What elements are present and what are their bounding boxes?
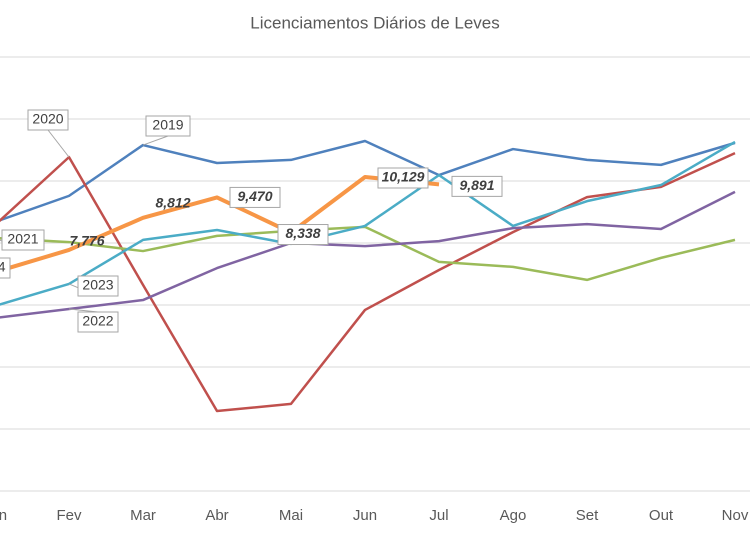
series-line	[0, 140, 736, 306]
x-tick-label: Jan	[0, 507, 7, 524]
series-line	[0, 225, 736, 282]
value-label-box	[229, 186, 281, 208]
chart-title: Licenciamentos Diários de Leves	[250, 13, 499, 32]
legend-label: 2020	[32, 111, 63, 127]
value-label: 9,891	[459, 177, 494, 193]
x-tick-label: Abr	[205, 507, 228, 524]
value-label-box	[377, 167, 429, 189]
x-tick-label: Jun	[353, 507, 377, 524]
series-line	[0, 190, 736, 319]
value-label-box	[451, 175, 503, 197]
x-tick-label: Mar	[130, 507, 156, 524]
x-tick-label: Mai	[279, 507, 303, 524]
callout-box	[0, 257, 11, 279]
value-label: 7,776	[69, 233, 104, 249]
series-line	[0, 151, 736, 413]
callout-box	[77, 311, 119, 333]
legend-label: 2024	[0, 259, 6, 275]
x-tick-label: Fev	[56, 507, 82, 524]
callout-box	[145, 115, 191, 137]
callout-box	[1, 229, 45, 251]
x-tick-label: Nov	[722, 507, 749, 524]
value-label: 10,129	[382, 169, 425, 185]
value-label: 8,338	[285, 225, 320, 241]
legend-label: 2023	[82, 277, 113, 293]
x-tick-label: Set	[576, 507, 599, 524]
x-tick-label: Out	[649, 507, 674, 524]
series-line	[0, 175, 440, 273]
value-label-box	[277, 224, 329, 246]
callout-box	[77, 275, 119, 297]
value-label: 8,812	[155, 195, 190, 211]
leader-line	[47, 129, 70, 158]
x-tick-label: Ago	[500, 507, 527, 524]
value-label: 9,470	[237, 188, 272, 204]
leader-line	[142, 135, 169, 146]
series-line	[0, 139, 736, 222]
x-tick-label: Jul	[429, 507, 448, 524]
legend-label: 2019	[152, 117, 183, 133]
legend-label: 2022	[82, 313, 113, 329]
legend-label: 2021	[7, 231, 38, 247]
callout-box	[27, 109, 69, 131]
